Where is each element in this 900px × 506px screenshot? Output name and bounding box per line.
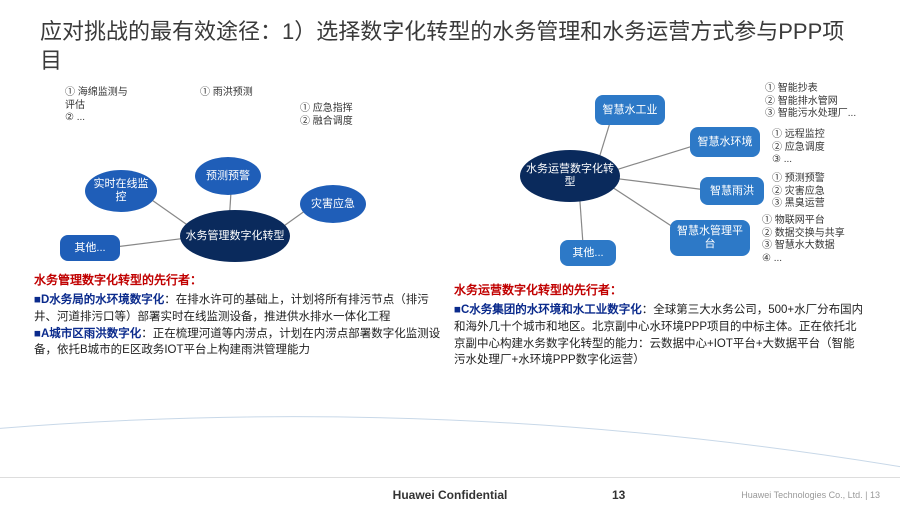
left-annot-2: ① 应急指挥② 融合调度 [300, 103, 353, 128]
left-hub: 水务管理数字化转型 [180, 210, 290, 262]
right-para-0: ■C水务集团的水环境和水工业数字化：全球第三大水务公司，500+水厂分布国内和海… [454, 302, 864, 369]
left-block-title: 水务管理数字化转型的先行者： [34, 271, 450, 288]
left-node-2: 灾害应急 [300, 185, 366, 223]
right-block-title: 水务运营数字化转型的先行者： [454, 281, 870, 298]
right-annot-1: ① 远程监控② 应急调度③ ... [772, 129, 825, 167]
content: 水务管理数字化转型实时在线监控预测预警灾害应急其他... ① 海绵监测与 评估② … [0, 85, 900, 369]
right-annot-0: ① 智能抄表② 智能排水管网③ 智能污水处理厂... [765, 83, 856, 121]
right-column: 水务运营数字化转型 智慧水工业智慧水环境智慧雨洪智慧水管理平台其他... ① 智能抄… [450, 85, 870, 369]
left-diagram: 水务管理数字化转型实时在线监控预测预警灾害应急其他... ① 海绵监测与 评估② … [30, 85, 450, 265]
right-body: ■C水务集团的水环境和水工业数字化：全球第三大水务公司，500+水厂分布国内和海… [450, 302, 870, 369]
left-body: ■D水务局的水环境数字化：在排水许可的基础上，计划将所有排污节点（排污井、河道排… [30, 292, 450, 359]
right-annot-3: ① 物联网平台② 数据交换与共享③ 智慧水大数据④ ... [762, 215, 845, 265]
left-para-0: ■D水务局的水环境数字化：在排水许可的基础上，计划将所有排污节点（排污井、河道排… [34, 292, 444, 325]
footer-divider [0, 477, 900, 478]
left-para-0-lead: ■D水务局的水环境数字化 [34, 294, 164, 306]
right-diagram: 水务运营数字化转型 智慧水工业智慧水环境智慧雨洪智慧水管理平台其他... ① 智能抄… [450, 85, 870, 275]
footer-center: Huawei Confidential [393, 488, 508, 502]
left-para-1-lead: ■A城市区雨洪数字化 [34, 328, 141, 340]
right-node-3: 智慧水管理平台 [670, 220, 750, 256]
left-para-1: ■A城市区雨洪数字化：正在梳理河道等内涝点，计划在内涝点部署数字化监测设备，依托… [34, 326, 444, 359]
right-para-0-lead: ■C水务集团的水环境和水工业数字化 [454, 304, 642, 316]
right-node-2: 智慧雨洪 [700, 177, 764, 205]
left-annot-0: ① 海绵监测与 评估② ... [65, 87, 128, 125]
left-column: 水务管理数字化转型实时在线监控预测预警灾害应急其他... ① 海绵监测与 评估② … [30, 85, 450, 369]
right-node-4: 其他... [560, 240, 616, 266]
slide-title: 应对挑战的最有效途径：1）选择数字化转型的水务管理和水务运营方式参与PPP项目 [0, 0, 900, 85]
left-annot-1: ① 雨洪预测 [200, 87, 253, 100]
left-node-3: 其他... [60, 235, 120, 261]
right-hub: 水务运营数字化转型 [520, 150, 620, 202]
right-annot-2: ① 预测预警② 灾害应急③ 黑臭运营 [772, 173, 825, 211]
right-node-0: 智慧水工业 [595, 95, 665, 125]
right-node-1: 智慧水环境 [690, 127, 760, 157]
footer: Huawei Confidential 13 Huawei Technologi… [0, 490, 900, 500]
left-node-0: 实时在线监控 [85, 170, 157, 212]
left-node-1: 预测预警 [195, 157, 261, 195]
footer-page: 13 [612, 488, 625, 502]
footer-right: Huawei Technologies Co., Ltd. | 13 [741, 490, 880, 500]
